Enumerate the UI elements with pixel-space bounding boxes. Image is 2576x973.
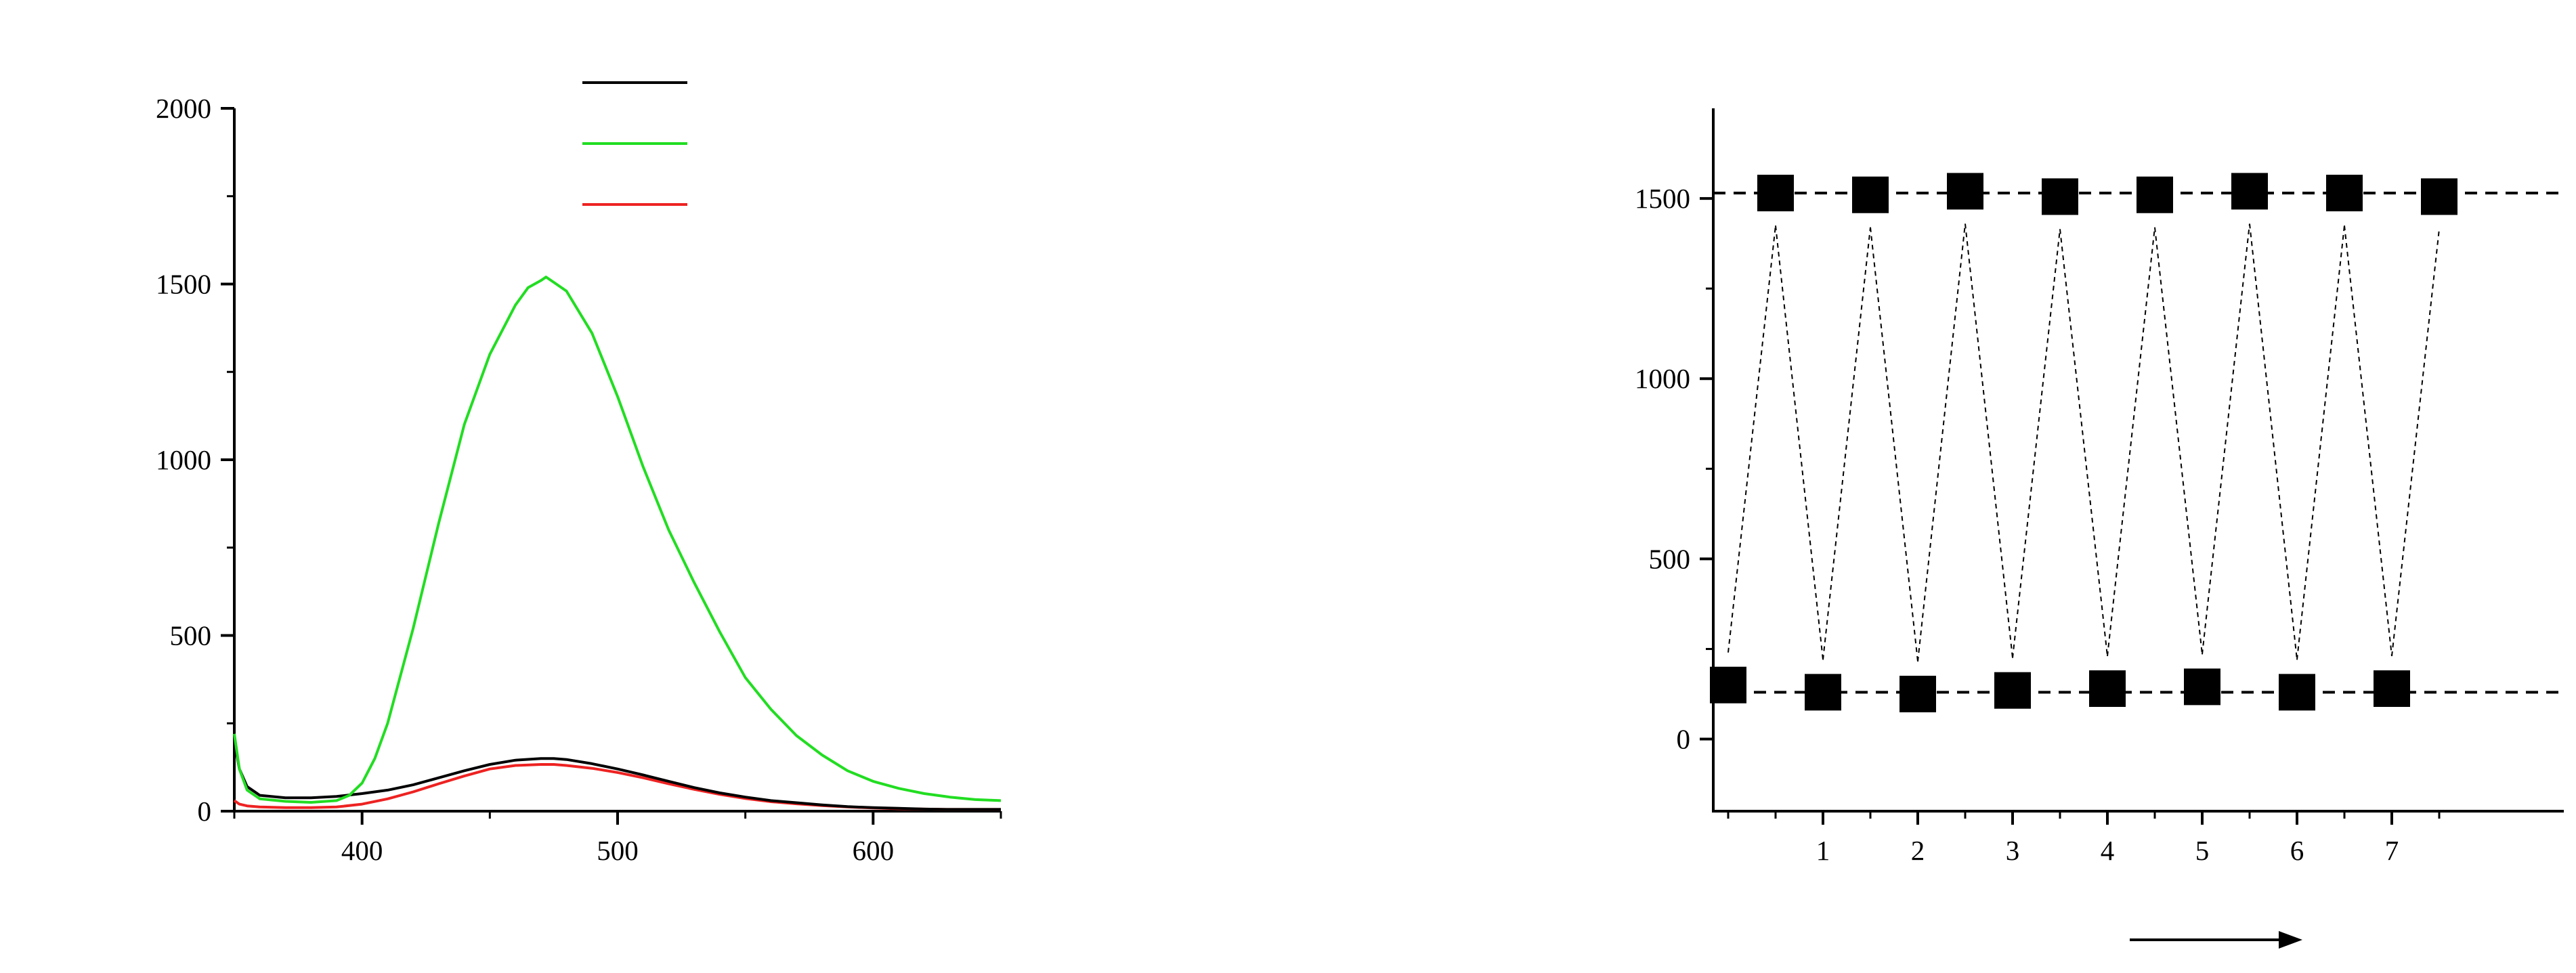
panel-a-ticks: 400 500 600 0 500 1000 1500 2000 xyxy=(156,93,1002,866)
b-x-tick-label-3: 3 xyxy=(2006,835,2020,866)
data-point-8 xyxy=(2089,670,2126,708)
a-x-tick-label-500: 500 xyxy=(597,835,639,866)
a-x-tick-label-400: 400 xyxy=(341,835,383,866)
connector-line-10 xyxy=(2202,223,2250,655)
data-point-11 xyxy=(2231,173,2268,210)
connector-line-7 xyxy=(2059,229,2108,657)
data-point-13 xyxy=(2326,175,2363,212)
b-x-tick-label-7: 7 xyxy=(2385,835,2399,866)
connector-line-0 xyxy=(1727,225,1776,653)
data-point-2 xyxy=(1805,674,1841,711)
data-point-6 xyxy=(1994,672,2031,709)
b-x-tick-label-5: 5 xyxy=(2195,835,2210,866)
panel-a: 400 500 600 0 500 1000 1500 2000 xyxy=(156,81,1002,866)
panel-b-series xyxy=(1710,173,2457,712)
connector-line-11 xyxy=(2249,223,2298,660)
b-y-tick-label-0: 0 xyxy=(1677,724,1691,755)
panel-b-reference-lines xyxy=(1713,192,2564,694)
connector-line-14 xyxy=(2391,229,2440,657)
data-point-4 xyxy=(1899,676,1936,712)
connector-line-3 xyxy=(1870,227,1918,662)
data-point-0 xyxy=(1710,666,1746,704)
data-point-14 xyxy=(2374,670,2410,708)
b-x-tick-label-4: 4 xyxy=(2101,835,2115,866)
data-point-10 xyxy=(2184,668,2220,706)
series-line-1 xyxy=(233,276,1002,804)
connector-line-6 xyxy=(2012,229,2061,658)
connector-line-13 xyxy=(2344,225,2392,657)
connector-line-5 xyxy=(1965,223,2013,658)
data-point-5 xyxy=(1947,173,1983,210)
data-point-15 xyxy=(2421,178,2457,215)
a-x-tick-label-600: 600 xyxy=(853,835,895,866)
b-y-tick-label-500: 500 xyxy=(1649,543,1691,574)
data-point-9 xyxy=(2137,176,2173,213)
a-y-tick-label-500: 500 xyxy=(170,620,212,651)
connector-line-9 xyxy=(2154,227,2203,655)
panel-b: 1 2 3 4 5 6 7 0 500 1000 1500 xyxy=(1635,108,2564,949)
connector-line-1 xyxy=(1775,225,1824,660)
data-point-7 xyxy=(2042,178,2078,215)
connector-line-8 xyxy=(2107,227,2155,657)
connector-line-12 xyxy=(2296,225,2345,660)
b-x-tick-label-2: 2 xyxy=(1911,835,1925,866)
data-point-1 xyxy=(1757,175,1794,212)
series-line-0 xyxy=(233,740,1001,811)
b-x-tick-label-6: 6 xyxy=(2290,835,2304,866)
connector-line-4 xyxy=(1917,223,1966,662)
connector-line-2 xyxy=(1822,227,1871,660)
cycle-arrow xyxy=(2130,931,2302,949)
series-line-2 xyxy=(233,763,1001,811)
b-y-tick-label-1000: 1000 xyxy=(1635,363,1690,394)
b-y-tick-label-1500: 1500 xyxy=(1635,183,1690,214)
panel-a-series xyxy=(233,276,1002,811)
b-x-tick-label-1: 1 xyxy=(1816,835,1830,866)
panel-a-legend xyxy=(582,81,687,206)
a-y-tick-label-1000: 1000 xyxy=(156,444,211,475)
a-y-tick-label-2000: 2000 xyxy=(156,93,211,124)
data-point-3 xyxy=(1852,176,1889,213)
data-point-12 xyxy=(2279,674,2315,711)
panel-b-ticks: 1 2 3 4 5 6 7 0 500 1000 1500 xyxy=(1635,183,2441,866)
a-y-tick-label-1500: 1500 xyxy=(156,269,211,300)
a-y-tick-label-0: 0 xyxy=(198,796,212,827)
